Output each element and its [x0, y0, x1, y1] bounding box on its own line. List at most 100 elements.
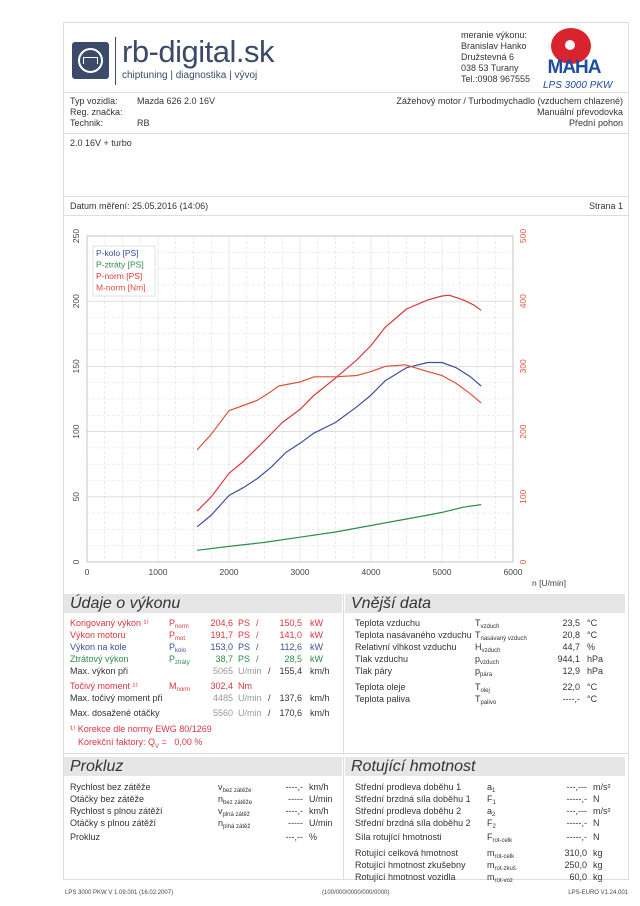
- contact-line: 038 53 Turany: [461, 63, 519, 73]
- unit: °C: [587, 694, 598, 704]
- unit-2: kW: [310, 642, 323, 652]
- x-tick-label: 1000: [149, 567, 168, 577]
- symbol: vplná zátěž: [218, 806, 250, 818]
- separator: /: [268, 708, 271, 718]
- y-left-tick-label: 0: [71, 559, 81, 564]
- symbol: Pztráty: [169, 654, 190, 666]
- value-1: 4485: [212, 693, 233, 703]
- unit-1: PS: [238, 654, 251, 664]
- value-2: 141,0: [279, 630, 302, 640]
- engine-type: Zážehový motor / Turbodmychadlo (vzduche…: [396, 96, 623, 106]
- symbol-sub: norm: [175, 624, 189, 630]
- symbol-sub: rot-zkuš: [494, 866, 516, 872]
- row-label: Tlak vzduchu: [355, 654, 409, 664]
- page-number: Strana 1: [588, 201, 623, 211]
- symbol: ppára: [475, 666, 493, 678]
- divider: [63, 753, 629, 754]
- factor-label: Korekční faktory: Q: [78, 737, 156, 747]
- brand-logo-icon: [72, 42, 109, 79]
- x-tick-label: 5000: [433, 567, 452, 577]
- footer-center: (100/000/0000/000/0000): [322, 890, 390, 896]
- symbol-sub: 2: [492, 824, 496, 830]
- symbol-sub: bez zátěže: [223, 800, 253, 806]
- unit: kg: [593, 860, 603, 870]
- separator: /: [256, 654, 259, 664]
- measurement-date: Datum měření: 25.05.2016 (14:06): [70, 201, 209, 211]
- y-right-tick-label: 500: [518, 229, 528, 243]
- y-left-tick-label: 200: [71, 294, 81, 308]
- symbol-sub: nasávaný vzduch: [480, 636, 527, 642]
- symbol: nplná zátěž: [218, 818, 251, 830]
- value: -----,-: [566, 832, 587, 842]
- unit: N: [593, 818, 600, 828]
- row-label: Otáčky bez zátěže: [70, 794, 145, 804]
- symbol: Pkolo: [169, 642, 187, 654]
- value: 23,5: [562, 618, 580, 628]
- contact-line: Branislav Hanko: [461, 41, 527, 51]
- value-1: 38,7: [215, 654, 233, 664]
- symbol: Tpalivo: [475, 694, 497, 706]
- unit-2: km/h: [310, 693, 330, 703]
- value: -----,-: [566, 818, 587, 828]
- y-right-tick-label: 100: [518, 489, 528, 503]
- divider: [63, 215, 629, 216]
- unit-1: PS: [238, 630, 251, 640]
- brand-name: rb-digital.sk: [122, 34, 275, 69]
- symbol: Hvzduch: [475, 642, 501, 654]
- unit-2: km/h: [310, 708, 330, 718]
- separator: /: [256, 630, 259, 640]
- symbol-sub: plná zátěž: [223, 824, 251, 830]
- row-label: Otáčky s plnou zátěží: [70, 818, 157, 828]
- unit-1: PS: [238, 618, 251, 628]
- symbol-sub: vzduch: [480, 624, 500, 630]
- value-2: 150,5: [279, 618, 302, 628]
- plot-frame: [86, 235, 514, 563]
- perf-section-title: Údaje o výkonu: [64, 594, 342, 613]
- value-1: 5065: [212, 666, 233, 676]
- contact-line: Družstevná 6: [461, 52, 515, 62]
- symbol: Pnorm: [169, 618, 189, 630]
- x-axis-label: n [U/min]: [532, 578, 566, 588]
- footer-left: LPS 3000 PKW V 1.09.001 (16.02.2007): [65, 890, 174, 896]
- tech-label: Technik:: [70, 118, 104, 128]
- symbol-sub: rot-celk: [492, 838, 513, 844]
- symbol: mrot-voz: [487, 872, 513, 884]
- y-left-tick-label: 50: [71, 492, 81, 502]
- value: 944,1: [557, 654, 580, 664]
- type-label: Typ vozidla:: [70, 96, 118, 106]
- factor-value: = 0,00 %: [161, 737, 203, 747]
- symbol: a2: [487, 806, 496, 818]
- report-page: [63, 22, 629, 880]
- symbol-sub: plná zátěž: [222, 812, 250, 818]
- symbol: F1: [487, 794, 496, 806]
- separator: /: [256, 642, 259, 652]
- symbol: pvzduch: [475, 654, 500, 666]
- series-line-p-ztráty: [197, 504, 482, 551]
- row-label: Teplota paliva: [355, 694, 411, 704]
- symbol: vbez zátěže: [218, 782, 252, 794]
- value: ---,--: [285, 832, 304, 842]
- symbol: mrot-celk: [487, 848, 515, 860]
- symbol-sub: 1: [492, 800, 496, 806]
- separator: /: [256, 618, 259, 628]
- symbol: a1: [487, 782, 496, 794]
- series-line-m-norm: [196, 364, 482, 451]
- row-label: Teplota nasávaného vzduchu: [355, 630, 472, 640]
- row-label: Rychlost bez zátěže: [70, 782, 151, 792]
- row-label: Rotující hmotnost vozidla: [355, 872, 456, 882]
- rot-section-title: Rotující hmotnost: [345, 757, 625, 776]
- row-label: Střední brzdná síla doběhu 2: [355, 818, 471, 828]
- y-left-tick-label: 250: [71, 229, 81, 243]
- unit: %: [309, 832, 318, 842]
- value: -----,-: [566, 794, 587, 804]
- row-label: Točivý moment ¹⁾: [70, 681, 138, 691]
- row-label: Tlak páry: [355, 666, 393, 676]
- legend-entry: P-kolo [PS]: [96, 248, 139, 258]
- divider: [63, 133, 629, 134]
- logo-divider: [115, 37, 116, 85]
- x-tick-label: 6000: [504, 567, 523, 577]
- symbol-sub: mot: [175, 636, 186, 642]
- unit-2: km/h: [310, 666, 330, 676]
- unit: °C: [587, 618, 598, 628]
- unit: m/s²: [593, 782, 611, 792]
